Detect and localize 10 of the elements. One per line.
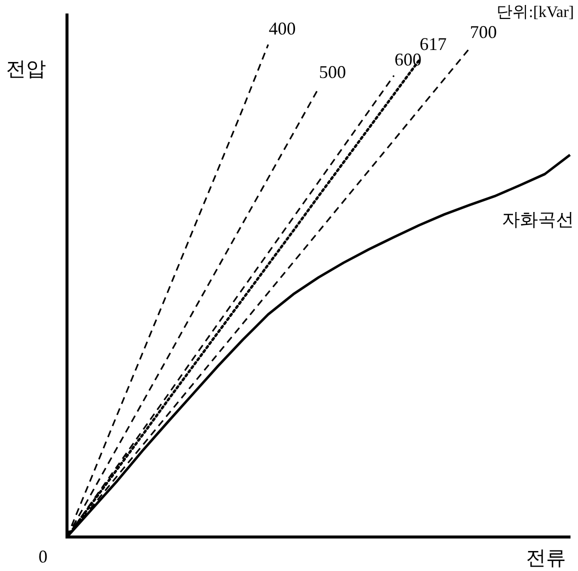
- series-label: 600: [394, 49, 422, 70]
- x-axis-title: 전류: [526, 547, 566, 570]
- y-axis-title: 전압: [6, 58, 46, 80]
- text: 0: [38, 546, 48, 567]
- series-label: 자화곡선: [502, 210, 574, 230]
- text: 단위:[kVar]: [496, 4, 574, 22]
- series-label: 617: [420, 34, 447, 54]
- series-label: 400: [268, 18, 296, 38]
- series-label: 700: [470, 22, 497, 42]
- series-label: 500: [319, 62, 346, 82]
